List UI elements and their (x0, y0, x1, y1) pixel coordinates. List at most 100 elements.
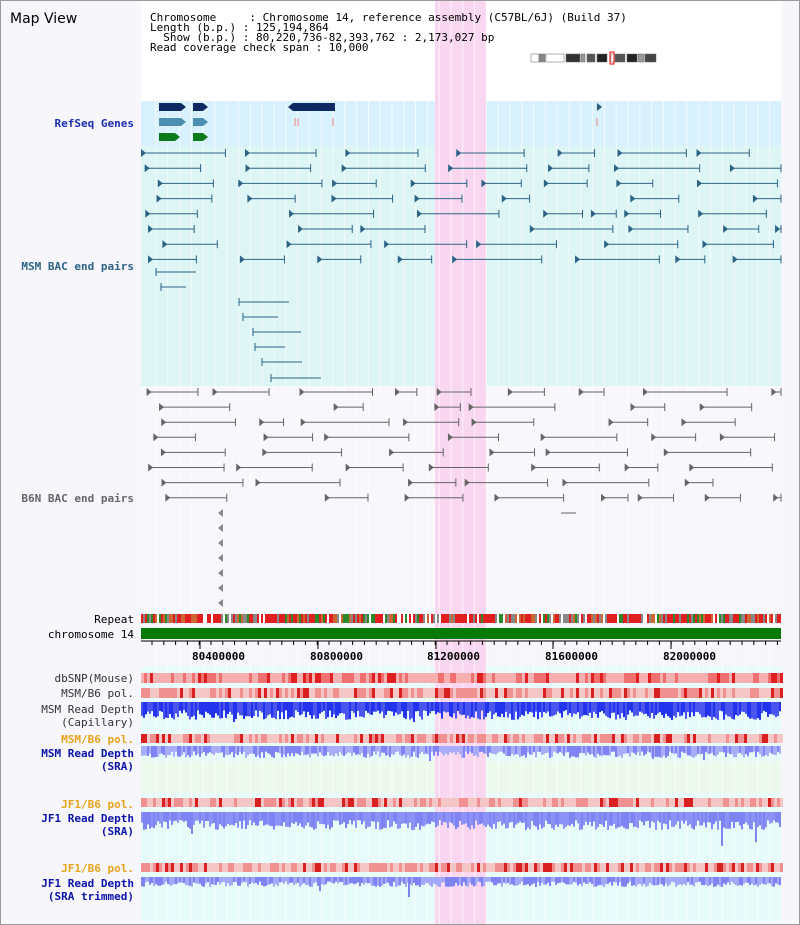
ideogram-band (614, 53, 626, 63)
repeat-segment (401, 614, 403, 623)
read-depth-bar (235, 702, 237, 720)
polymorphism-cell (294, 798, 297, 807)
polymorphism-cell (522, 798, 525, 807)
read-depth-bar (207, 812, 209, 822)
polymorphism-cell (567, 798, 570, 807)
read-depth-bar (451, 746, 453, 754)
polymorphism-cell (645, 734, 648, 743)
polymorphism-cell (606, 734, 609, 743)
polymorphism-cell (141, 688, 144, 698)
repeat-segment (549, 614, 551, 623)
polymorphism-cell (567, 734, 570, 743)
read-depth-bar (529, 812, 531, 830)
track-label-msm-bac[interactable]: MSM BAC end pairs (21, 260, 134, 273)
polymorphism-cell (687, 798, 690, 807)
polymorphism-cell (303, 863, 306, 872)
polymorphism-cell (765, 688, 768, 698)
repeat-segment (197, 614, 199, 623)
chromosome-ideogram[interactable] (531, 54, 656, 62)
snp-density-cell (735, 673, 738, 683)
read-depth-bar (693, 877, 695, 887)
repeat-segment (599, 614, 601, 623)
bac-end-marker (144, 164, 150, 173)
read-depth-bar (621, 877, 623, 887)
bac-end-marker (590, 209, 596, 218)
snp-density-cell (273, 673, 276, 683)
repeat-segment (643, 614, 645, 623)
read-depth-bar (273, 877, 275, 887)
polymorphism-cell (219, 734, 222, 743)
read-depth-bar (269, 812, 271, 826)
read-depth-bar (443, 877, 445, 883)
polymorphism-cell (750, 798, 753, 807)
read-depth-bar (665, 702, 667, 714)
snp-density-cell (705, 673, 708, 683)
read-depth-bar (287, 746, 289, 754)
read-depth-bar (663, 812, 665, 824)
read-depth-bar (591, 812, 593, 827)
repeat-segment (499, 614, 501, 623)
read-depth-bar (217, 702, 219, 716)
read-depth-bar (343, 702, 345, 714)
read-depth-bar (357, 702, 359, 711)
read-depth-bar (439, 702, 441, 714)
polymorphism-cell (528, 734, 531, 743)
polymorphism-cell (375, 734, 378, 743)
read-depth-bar (645, 877, 647, 887)
polymorphism-cell (732, 863, 735, 872)
snp-density-cell (261, 673, 264, 683)
read-depth-bar (689, 746, 691, 756)
read-depth-bar (313, 812, 315, 830)
read-depth-bar (337, 877, 339, 884)
read-depth-bar (405, 812, 407, 824)
read-depth-bar (535, 746, 537, 758)
bac-end-marker (698, 209, 704, 218)
polymorphism-cell (180, 688, 183, 698)
snp-density-cell (180, 673, 183, 683)
read-depth-bar (393, 812, 395, 822)
read-depth-bar (329, 812, 331, 830)
snp-density-cell (453, 673, 456, 683)
track-label-b6n-bac[interactable]: B6N BAC end pairs (21, 492, 134, 505)
read-depth-bar (631, 746, 633, 753)
track-label-refseq-genes[interactable]: RefSeq Genes (54, 117, 134, 130)
repeat-segment (667, 614, 669, 623)
read-depth-bar (677, 702, 679, 713)
polymorphism-cell (516, 688, 519, 698)
read-depth-bar (285, 877, 287, 882)
read-depth-bar (773, 702, 775, 716)
polymorphism-cell (144, 798, 147, 807)
read-depth-bar (439, 812, 441, 821)
read-depth-bar (363, 877, 365, 885)
read-depth-bar (189, 877, 191, 886)
polymorphism-cell (477, 688, 480, 698)
polymorphism-cell (159, 688, 162, 698)
read-depth-bar (705, 877, 707, 885)
polymorphism-cell (585, 863, 588, 872)
polymorphism-cell (405, 688, 408, 698)
polymorphism-cell (408, 688, 411, 698)
polymorphism-cell (714, 688, 717, 698)
polymorphism-cell (495, 688, 498, 698)
gene-feature (159, 103, 181, 111)
repeat-segment (735, 614, 737, 623)
read-depth-bar (513, 812, 515, 828)
bac-end-marker (729, 164, 735, 173)
polymorphism-cell (498, 798, 501, 807)
polymorphism-cell (486, 863, 489, 872)
read-depth-bar (145, 702, 147, 715)
read-depth-bar (193, 877, 195, 883)
read-depth-bar (269, 702, 271, 715)
read-depth-bar (365, 877, 367, 883)
read-depth-bar (259, 877, 261, 882)
polymorphism-cell (705, 688, 708, 698)
read-depth-bar (567, 746, 569, 753)
polymorphism-cell (213, 798, 216, 807)
read-depth-bar (455, 812, 457, 830)
polymorphism-cell (240, 863, 243, 872)
read-depth-bar (769, 746, 771, 753)
read-depth-bar (437, 702, 439, 713)
read-depth-bar (215, 812, 217, 830)
read-depth-bar (355, 702, 357, 718)
